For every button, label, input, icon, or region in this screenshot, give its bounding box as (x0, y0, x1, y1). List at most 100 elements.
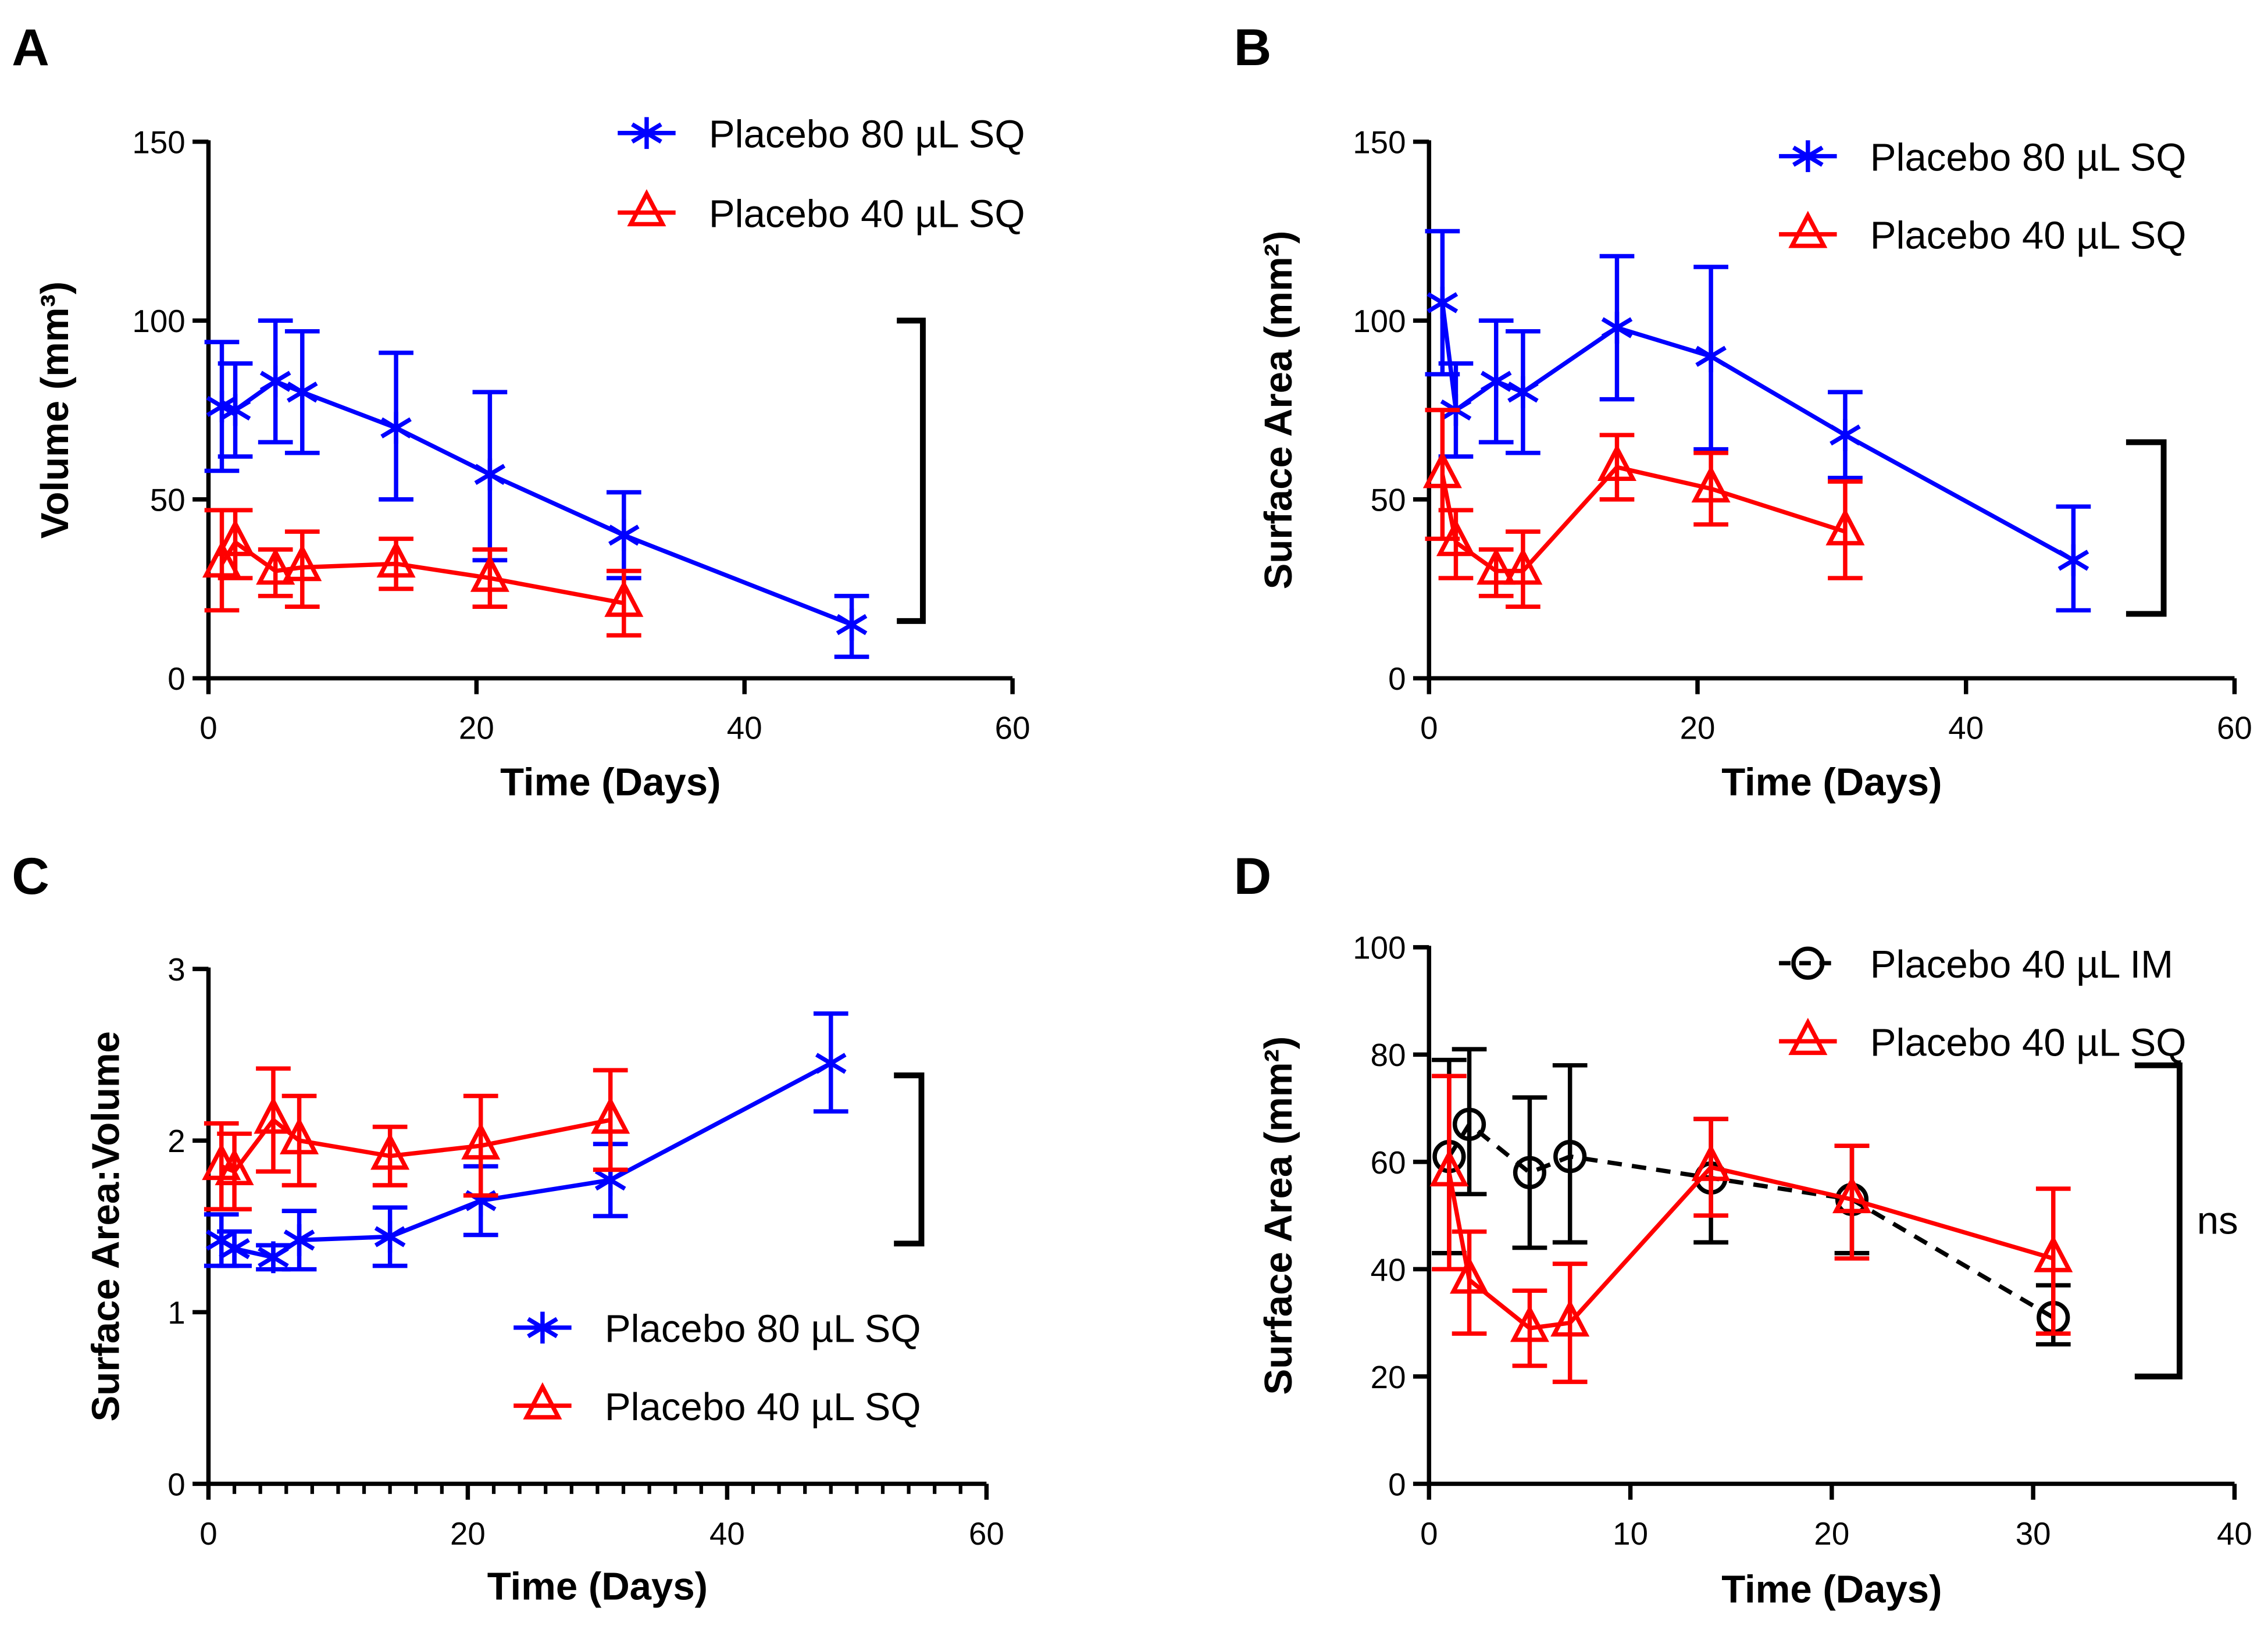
panel-letter: B (1234, 18, 1272, 76)
y-tick-label: 0 (167, 1466, 185, 1502)
x-tick-label: 40 (727, 710, 762, 746)
y-tick-label: 2 (167, 1123, 185, 1159)
y-tick-label: 0 (1388, 1466, 1406, 1502)
data-point (259, 365, 291, 398)
x-axis-label: Time (Days) (1721, 1567, 1942, 1611)
data-point (380, 412, 412, 444)
y-tick-label: 3 (167, 951, 185, 987)
series-line (1440, 302, 2075, 562)
data-point (461, 1122, 501, 1160)
data-point-stroke (1427, 292, 1458, 313)
data-point (219, 394, 251, 426)
data-point (283, 544, 322, 582)
data-point (1450, 1256, 1489, 1294)
legend-label: Placebo 80 µL SQ (605, 1307, 921, 1351)
data-point (216, 519, 255, 557)
data-point-stroke (219, 399, 251, 421)
legend-entry: Placebo 40 µL SQ (618, 189, 1025, 236)
data-point (286, 376, 318, 408)
series-0 (204, 1011, 848, 1274)
significance-bracket (894, 1072, 925, 1247)
data-point-stroke (474, 464, 506, 485)
data-point-stroke (380, 417, 412, 438)
data-point (1691, 465, 1731, 502)
data-point (591, 1096, 630, 1134)
x-tick-label: 0 (1420, 710, 1438, 746)
y-tick-label: 20 (1371, 1359, 1406, 1395)
data-point-stroke (1830, 424, 1861, 446)
data-point (1510, 1304, 1549, 1342)
x-tick-label: 20 (1814, 1516, 1849, 1552)
series-line (220, 1061, 832, 1260)
data-point (1477, 547, 1516, 585)
legend-entry: Placebo 40 µL SQ (1779, 211, 2187, 258)
legend-entry: Placebo 80 µL SQ (1779, 136, 2186, 179)
data-point (608, 519, 640, 551)
data-point (258, 1241, 289, 1274)
series-0 (1425, 229, 2091, 613)
data-point (2034, 1235, 2073, 1272)
x-tick-label: 40 (709, 1516, 745, 1552)
legend-marker (523, 1382, 562, 1420)
legend-marker (1788, 1018, 1828, 1056)
data-point (604, 579, 644, 617)
data-point (215, 1147, 254, 1185)
data-point-stroke (2057, 550, 2089, 571)
x-tick-label: 20 (1680, 710, 1716, 746)
data-point-stroke (1507, 382, 1539, 403)
legend-label: Placebo 40 µL SQ (1870, 214, 2187, 258)
y-tick-label: 100 (1353, 930, 1406, 966)
legend-marker-stroke (527, 1317, 558, 1338)
x-tick-label: 10 (1613, 1516, 1648, 1552)
y-tick-label: 100 (1353, 303, 1406, 339)
data-point (836, 608, 868, 641)
data-point-stroke (283, 1229, 315, 1251)
y-axis-label: Surface Area (mm²) (1257, 1036, 1300, 1395)
panel-letter: C (12, 847, 49, 905)
data-point-stroke (1695, 345, 1727, 367)
y-tick-label: 0 (167, 661, 185, 697)
significance-bracket (2134, 1062, 2183, 1379)
legend-entry: Placebo 40 µL SQ (513, 1382, 921, 1429)
data-point (1427, 287, 1458, 319)
x-tick-label: 60 (995, 710, 1030, 746)
y-tick-label: 80 (1371, 1037, 1406, 1073)
legend-label: Placebo 80 µL SQ (1870, 136, 2187, 179)
data-point (474, 458, 506, 491)
series-1 (1422, 408, 1865, 609)
data-point-stroke (206, 395, 238, 417)
data-point (374, 1221, 406, 1253)
data-point (1436, 519, 1475, 557)
data-point (370, 1132, 410, 1170)
x-tick-label: 60 (2217, 710, 2252, 746)
legend-entry: Placebo 40 µL SQ (1779, 1018, 2186, 1064)
data-point-stroke (594, 1169, 626, 1191)
x-tick-label: 0 (199, 710, 217, 746)
data-point (1825, 508, 1865, 546)
data-point (1691, 1143, 1731, 1181)
legend-marker (527, 1311, 558, 1344)
significance-bracket (897, 318, 926, 624)
y-tick-label: 150 (1353, 124, 1406, 161)
data-point (815, 1047, 847, 1079)
legend-entry: Placebo 40 µL IM (1779, 943, 2173, 986)
data-point (1597, 444, 1637, 482)
data-point (219, 1232, 250, 1265)
data-point-stroke (286, 382, 318, 403)
y-axis-label: Surface Area (mm²) (1257, 231, 1300, 590)
series-line (1440, 465, 1846, 573)
panel-b: B 0 20 40 60 0 50 100 150 Time (Days) Surface Area… (1234, 18, 2252, 804)
legend-marker-stroke (631, 122, 662, 144)
y-axis-label: Volume (mm³) (33, 281, 77, 539)
data-point-stroke (815, 1053, 847, 1074)
legend-entry: Placebo 80 µL SQ (618, 113, 1025, 156)
data-point (1507, 376, 1539, 408)
panel-a: A 0 20 40 60 0 50 100 150 Time (Days) Volume (mm³)… (12, 18, 1030, 804)
significance-label: ns (2197, 1199, 2238, 1243)
data-point (1513, 1156, 1547, 1189)
data-point (254, 1096, 293, 1134)
legend-label: Placebo 40 µL SQ (605, 1385, 921, 1429)
y-tick-label: 50 (1371, 482, 1406, 518)
series-1 (1429, 1074, 2073, 1384)
